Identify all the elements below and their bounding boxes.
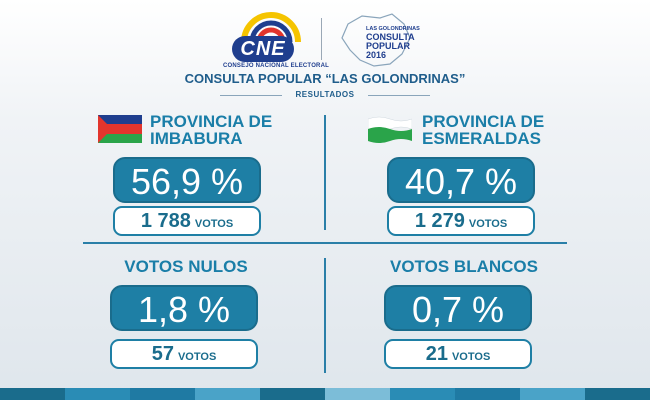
nulos-percent: 1,8 %: [110, 285, 258, 331]
subtitle-line-left: [220, 95, 282, 96]
header-divider: [321, 18, 322, 60]
subtitle-block: RESULTADOS: [220, 88, 430, 102]
consulta-logo-line2: CONSULTA: [366, 32, 415, 42]
blancos-label: VOTOS BLANCOS: [390, 257, 538, 276]
consulta-logo-line3: POPULAR: [366, 41, 411, 51]
esmeraldas-votes-word: VOTOS: [468, 218, 508, 230]
consulta-logo-line4: 2016: [366, 50, 387, 60]
bottom-decorative-bar: [0, 388, 650, 400]
horizontal-divider: [83, 242, 567, 244]
imbabura-label-line1: PROVINCIA DE: [150, 112, 273, 131]
imbabura-votes-count: 1 788: [140, 210, 191, 232]
esmeraldas-label-line1: PROVINCIA DE: [422, 112, 545, 131]
blancos-votes-count: 21: [425, 343, 448, 365]
blancos-votes-box: 21 VOTOS: [384, 339, 532, 369]
blancos-votes-word: VOTOS: [451, 351, 491, 363]
consulta-logo-line1: LAS GOLONDRINAS: [366, 26, 420, 32]
blancos-percent: 0,7 %: [384, 285, 532, 331]
nulos-votes-word: VOTOS: [177, 351, 217, 363]
esmeraldas-percent: 40,7 %: [387, 157, 535, 203]
imbabura-votes-word: VOTOS: [194, 218, 234, 230]
page-subtitle: RESULTADOS: [295, 90, 355, 99]
imbabura-label-line2: IMBABURA: [150, 129, 243, 148]
vertical-divider-top: [324, 115, 326, 230]
cne-subtitle: CONSEJO NACIONAL ELECTORAL: [223, 63, 329, 69]
vertical-divider-bottom: [324, 258, 326, 373]
esmeraldas-label-line2: ESMERALDAS: [422, 129, 542, 148]
subtitle-line-right: [368, 95, 430, 96]
nulos-votes-count: 57: [151, 343, 174, 365]
imbabura-votes-box: 1 788 VOTOS: [113, 206, 261, 236]
imbabura-percent: 56,9 %: [113, 157, 261, 203]
page-title: CONSULTA POPULAR “LAS GOLONDRINAS”: [184, 71, 466, 86]
imbabura-flag-icon: [98, 115, 142, 143]
esmeraldas-votes-box: 1 279 VOTOS: [387, 206, 535, 236]
esmeraldas-votes-count: 1 279: [414, 210, 465, 232]
nulos-label: VOTOS NULOS: [124, 257, 248, 276]
esmeraldas-flag-icon: [368, 116, 412, 143]
consulta-map-icon: [341, 13, 411, 67]
nulos-votes-box: 57 VOTOS: [110, 339, 258, 369]
cne-logo-text: CNE: [232, 36, 294, 62]
